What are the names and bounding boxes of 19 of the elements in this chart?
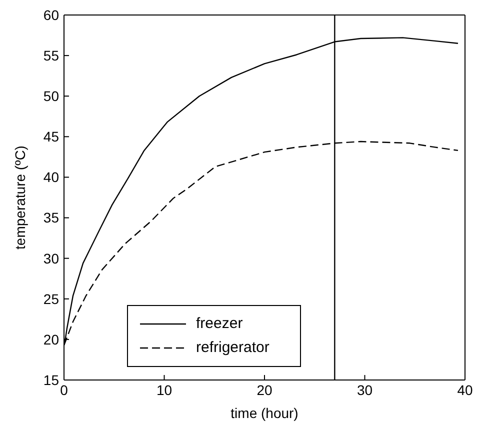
x-tick-label: 0 <box>60 382 68 398</box>
y-axis-title: temperature (ºC) <box>12 146 28 250</box>
y-tick-label: 35 <box>43 210 60 226</box>
x-tick-label: 20 <box>256 382 272 398</box>
legend-label: refrigerator <box>196 338 270 358</box>
x-tick-label: 40 <box>457 382 473 398</box>
y-tick-label: 30 <box>43 250 60 266</box>
y-tick-label: 50 <box>43 88 60 104</box>
y-tick-label: 15 <box>43 372 60 388</box>
y-tick-label: 40 <box>43 169 60 186</box>
y-tick-label: 45 <box>43 128 60 145</box>
y-tick-label: 20 <box>43 331 60 348</box>
x-tick-label: 30 <box>356 382 373 398</box>
legend-label: freezer <box>196 314 243 334</box>
x-tick-label: 10 <box>156 382 172 398</box>
x-axis-title: time (hour) <box>230 405 298 421</box>
y-tick-label: 60 <box>43 6 60 23</box>
y-tick-label: 55 <box>43 48 60 64</box>
y-tick-label: 25 <box>43 290 60 307</box>
